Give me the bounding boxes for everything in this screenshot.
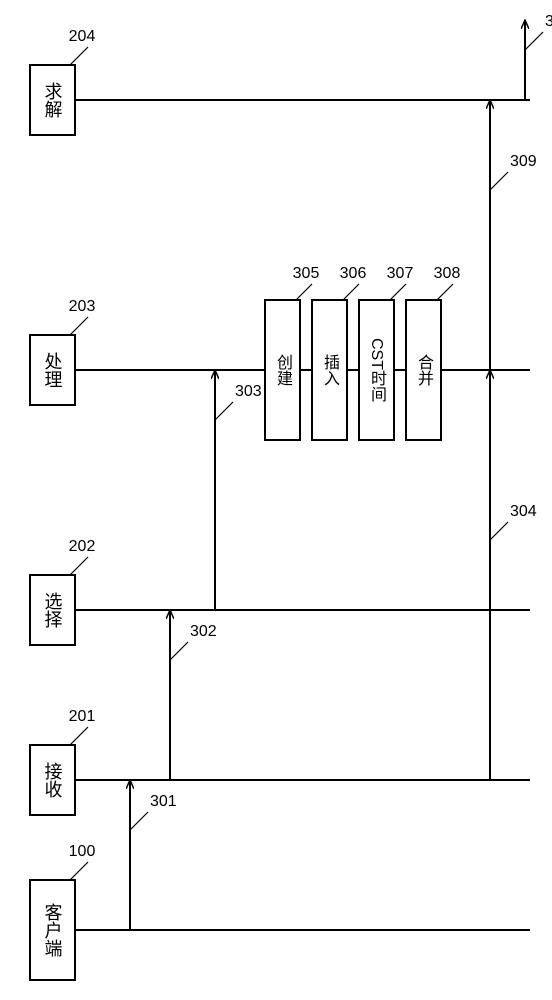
arrow-leader-304	[490, 522, 508, 540]
leader-tick	[70, 727, 88, 745]
proc-leader-308	[437, 284, 453, 300]
proc-leader-307	[390, 284, 406, 300]
sequence-diagram: 客户端 100 接收 201 选择 202 处理 203 求解 204 301 302 303 304 3…	[0, 0, 552, 1000]
proc-leader-306	[343, 284, 359, 300]
arrow-num-304: 304	[510, 503, 537, 520]
participant-num-202: 202	[69, 538, 96, 555]
arrow-num-309: 309	[510, 153, 537, 170]
arrow-num-302: 302	[190, 623, 217, 640]
arrow-num-303: 303	[235, 383, 262, 400]
leader-tick	[70, 862, 88, 880]
arrow-num-301: 301	[150, 793, 177, 810]
arrow-leader-303	[215, 402, 233, 420]
proc-leader-305	[296, 284, 312, 300]
proc-step-label-305: 创建	[274, 354, 293, 386]
participant-num-100: 100	[69, 843, 96, 860]
participant-label-201: 接收	[43, 762, 63, 798]
arrow-leader-301	[130, 812, 148, 830]
proc-num-308: 308	[434, 265, 461, 282]
proc-num-306: 306	[340, 265, 367, 282]
leader-tick	[70, 47, 88, 65]
arrow-leader-310	[525, 32, 543, 50]
proc-step-label-306: 插入	[321, 354, 340, 386]
participant-label-100: 客户端	[43, 903, 63, 957]
participant-num-201: 201	[69, 708, 96, 725]
arrow-leader-309	[490, 172, 508, 190]
arrow-num-310: 310	[545, 13, 552, 30]
proc-step-label-308: 合并	[415, 354, 434, 386]
participant-num-204: 204	[69, 28, 96, 45]
participant-label-203: 处理	[43, 352, 63, 388]
proc-step-label-307: CST时间	[368, 338, 386, 403]
participant-label-202: 选择	[43, 592, 63, 628]
participant-num-203: 203	[69, 298, 96, 315]
proc-num-305: 305	[293, 265, 320, 282]
proc-num-307: 307	[387, 265, 414, 282]
arrow-leader-302	[170, 642, 188, 660]
participant-label-204: 求解	[43, 82, 63, 118]
leader-tick	[70, 317, 88, 335]
leader-tick	[70, 557, 88, 575]
